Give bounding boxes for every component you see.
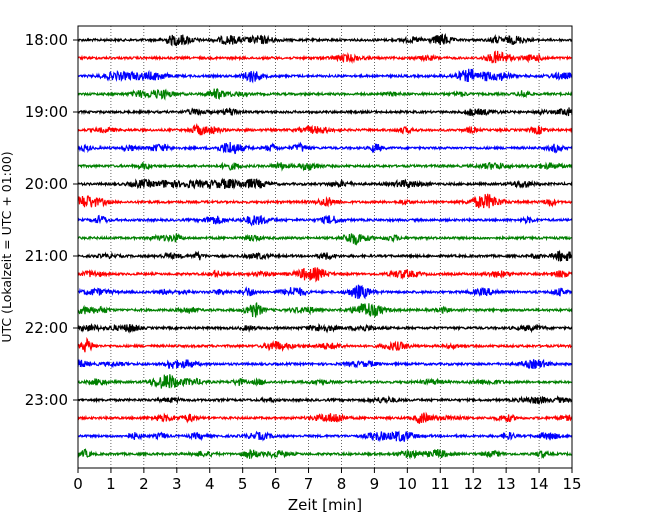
x-tick-label: 11 — [431, 475, 450, 493]
x-tick-label: 15 — [562, 475, 581, 493]
y-axis-label: UTC (Lokalzeit = UTC + 01:00) — [0, 151, 14, 342]
y-tick-label: 23:00 — [25, 391, 68, 409]
y-tick-label: 18:00 — [25, 31, 68, 49]
trace-2230 — [77, 358, 573, 370]
x-tick-label: 14 — [530, 475, 549, 493]
trace-2015 — [77, 193, 573, 209]
trace-2200 — [77, 322, 573, 334]
x-tick-label: 4 — [205, 475, 215, 493]
x-tick-label: 7 — [304, 475, 314, 493]
x-tick-label: 8 — [337, 475, 347, 493]
trace-1800 — [77, 33, 573, 47]
trace-1815 — [77, 50, 573, 65]
x-axis-label: Zeit [min] — [288, 496, 362, 514]
trace-2330 — [77, 430, 573, 443]
trace-1945 — [77, 161, 573, 172]
trace-1830 — [77, 68, 573, 84]
y-tick-label: 22:00 — [25, 319, 68, 337]
x-tick-label: 12 — [464, 475, 483, 493]
trace-1845 — [77, 87, 573, 101]
y-axis-ticks: 18:00 19:00 20:00 21:00 22:00 23:00 — [25, 31, 78, 409]
trace-2215 — [77, 336, 573, 353]
y-tick-label: 19:00 — [25, 103, 68, 121]
trace-2100 — [77, 249, 573, 262]
trace-2045 — [77, 233, 573, 246]
trace-2345 — [77, 448, 573, 460]
y-tick-label: 21:00 — [25, 247, 68, 265]
trace-2115 — [77, 267, 573, 283]
x-tick-label: 2 — [139, 475, 149, 493]
plot-frame — [77, 25, 573, 469]
x-tick-label: 10 — [398, 475, 417, 493]
trace-2245 — [77, 374, 573, 389]
x-tick-label: 0 — [73, 475, 83, 493]
trace-2000 — [77, 177, 573, 190]
trace-2145 — [77, 302, 573, 318]
x-tick-label: 1 — [106, 475, 116, 493]
x-tick-label: 5 — [238, 475, 248, 493]
trace-group — [77, 33, 573, 460]
trace-2300 — [77, 395, 573, 405]
x-tick-label: 6 — [271, 475, 281, 493]
x-tick-label: 3 — [172, 475, 182, 493]
trace-1930 — [77, 141, 573, 155]
x-axis-ticks: 0 1 2 3 4 5 6 7 8 9 10 11 12 13 14 15 — [73, 468, 582, 493]
trace-2130 — [77, 284, 573, 300]
y-tick-label: 20:00 — [25, 175, 68, 193]
trace-1900 — [77, 107, 573, 117]
x-tick-label: 9 — [370, 475, 380, 493]
trace-1915 — [77, 122, 573, 136]
trace-2030 — [77, 214, 573, 227]
x-tick-label: 13 — [497, 475, 516, 493]
trace-2315 — [77, 411, 573, 424]
